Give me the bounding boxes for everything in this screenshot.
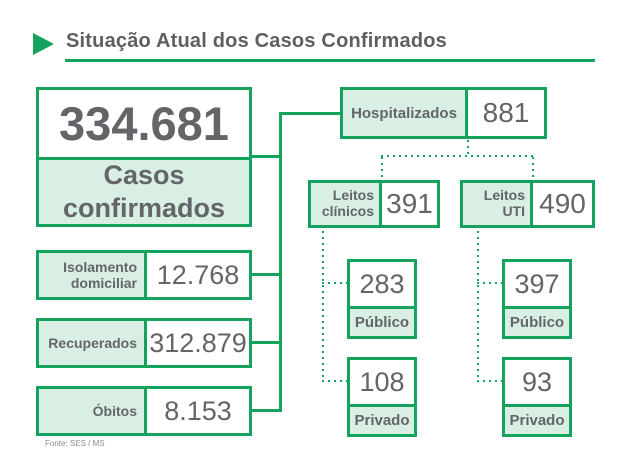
- dotted-clinical-drop: [381, 157, 383, 180]
- confirmed-cases-box: 334.681 Casos confirmados: [36, 87, 252, 227]
- dotted-icu-private-stub: [477, 380, 502, 382]
- hospitalized-value: 881: [482, 97, 530, 128]
- icu-beds-label: Leitos UTI: [463, 183, 533, 225]
- icu-public-value: 397: [514, 268, 560, 299]
- icu-private-value: 93: [521, 366, 553, 397]
- clinical-public-label: Público: [350, 306, 414, 336]
- connector-trunk: [279, 112, 282, 412]
- stat-label: Recuperados: [39, 321, 147, 365]
- confirmed-cases-label: Casos confirmados: [39, 157, 249, 224]
- dotted-icu-public-stub: [477, 282, 502, 284]
- clinical-private-label: Privado: [350, 404, 414, 434]
- page-title: Situação Atual dos Casos Confirmados: [66, 30, 447, 52]
- clinical-public-value: 283: [359, 268, 405, 299]
- connector-obitos: [251, 409, 282, 412]
- clinical-private-value: 108: [359, 366, 405, 397]
- icu-beds-box: Leitos UTI 490: [460, 180, 595, 228]
- clinical-beds-label: Leitos clínicos: [311, 183, 382, 225]
- stat-value: 12.768: [156, 259, 240, 290]
- source-note: Fonte: SES / MS: [45, 439, 105, 448]
- connector-hospitalized: [279, 112, 340, 115]
- icu-beds-value: 490: [539, 188, 586, 219]
- dotted-clinical-trunk: [322, 231, 324, 382]
- dotted-hospitalized-drop: [467, 140, 469, 157]
- stat-value: 312.879: [149, 327, 247, 358]
- connector-main: [251, 155, 282, 158]
- stat-value: 8.153: [164, 395, 232, 426]
- icu-private-label: Privado: [505, 404, 569, 434]
- hospitalized-box: Hospitalizados 881: [340, 87, 547, 139]
- stat-label: Isolamento domiciliar: [39, 253, 147, 297]
- clinical-public-box: 283 Público: [347, 259, 417, 339]
- confirmed-cases-value: 334.681: [59, 97, 229, 150]
- hospitalized-label: Hospitalizados: [343, 90, 468, 136]
- clinical-beds-value: 391: [386, 188, 433, 219]
- stat-label: Óbitos: [39, 389, 147, 433]
- stat-box-obitos: Óbitos 8.153: [36, 386, 252, 436]
- dotted-clinical-public-stub: [322, 282, 347, 284]
- dotted-icu-trunk: [477, 231, 479, 382]
- icu-public-box: 397 Público: [502, 259, 572, 339]
- icu-public-label: Público: [505, 306, 569, 336]
- dotted-beds-cross: [381, 155, 534, 157]
- connector-recuperados: [251, 341, 282, 344]
- dotted-icu-drop: [532, 157, 534, 180]
- play-triangle-icon: [33, 33, 54, 55]
- dotted-clinical-private-stub: [322, 380, 347, 382]
- stat-box-recuperados: Recuperados 312.879: [36, 318, 252, 368]
- clinical-private-box: 108 Privado: [347, 357, 417, 437]
- stat-box-isolamento-domiciliar: Isolamento domiciliar 12.768: [36, 250, 252, 300]
- connector-isolamento: [251, 273, 282, 276]
- title-underline: [65, 59, 595, 62]
- clinical-beds-box: Leitos clínicos 391: [308, 180, 440, 228]
- icu-private-box: 93 Privado: [502, 357, 572, 437]
